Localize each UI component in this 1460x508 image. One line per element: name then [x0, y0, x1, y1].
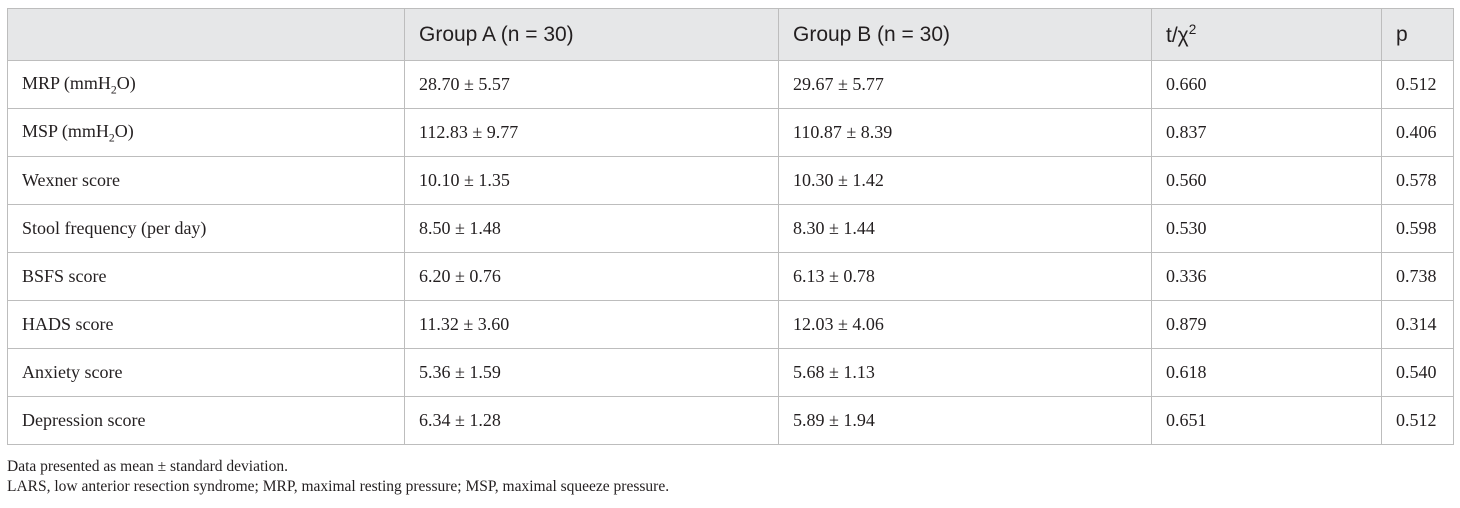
- row-label: MSP (mmH: [22, 120, 109, 141]
- row-label-cell: BSFS score: [7, 252, 405, 301]
- group-a-value-cell: 10.10 ± 1.35: [404, 156, 779, 205]
- table-body: MRP (mmH2O) 28.70 ± 5.57 29.67 ± 5.77 0.660…: [7, 60, 1454, 445]
- test-statistic-cell: 0.618: [1151, 348, 1382, 397]
- table-row: MSP (mmH2O) 112.83 ± 9.77 110.87 ± 8.39 0.8…: [7, 108, 1454, 157]
- test-statistic-cell: 0.837: [1151, 108, 1382, 157]
- header-test-statistic-superscript: 2: [1188, 21, 1197, 37]
- group-b-value-cell: 110.87 ± 8.39: [778, 108, 1152, 157]
- row-label-cell: HADS score: [7, 300, 405, 349]
- table-row: Wexner score 10.10 ± 1.35 10.30 ± 1.42 0.56…: [7, 156, 1454, 205]
- p-value-cell: 0.738: [1381, 252, 1454, 301]
- test-statistic-cell: 0.336: [1151, 252, 1382, 301]
- p-value-cell: 0.598: [1381, 204, 1454, 253]
- row-label: HADS score: [22, 314, 114, 334]
- header-test-statistic: t/χ2: [1151, 8, 1382, 61]
- p-value-cell: 0.512: [1381, 396, 1454, 445]
- row-label-cell: MSP (mmH2O): [7, 108, 405, 157]
- group-a-value-cell: 8.50 ± 1.48: [404, 204, 779, 253]
- row-label-cell: MRP (mmH2O): [7, 60, 405, 109]
- table-footnotes: Data presented as mean ± standard deviat…: [7, 457, 669, 497]
- group-a-value-cell: 6.20 ± 0.76: [404, 252, 779, 301]
- header-test-statistic-text: t/χ: [1166, 23, 1189, 47]
- row-label: Stool frequency (per day): [22, 218, 207, 238]
- header-group-b: Group B (n = 30): [778, 8, 1152, 61]
- table-row: BSFS score 6.20 ± 0.76 6.13 ± 0.78 0.336 0.7…: [7, 252, 1454, 301]
- header-group-b-text: Group B (n = 30): [793, 22, 950, 46]
- group-b-value-cell: 29.67 ± 5.77: [778, 60, 1152, 109]
- header-p-value: p: [1381, 8, 1454, 61]
- group-b-value-cell: 12.03 ± 4.06: [778, 300, 1152, 349]
- p-value-cell: 0.314: [1381, 300, 1454, 349]
- row-label: Anxiety score: [22, 362, 123, 382]
- row-label-cell: Anxiety score: [7, 348, 405, 397]
- p-value-cell: 0.512: [1381, 60, 1454, 109]
- test-statistic-cell: 0.560: [1151, 156, 1382, 205]
- row-label-suffix: O): [114, 120, 134, 141]
- table-row: MRP (mmH2O) 28.70 ± 5.57 29.67 ± 5.77 0.660…: [7, 60, 1454, 109]
- test-statistic-cell: 0.879: [1151, 300, 1382, 349]
- group-a-value-cell: 112.83 ± 9.77: [404, 108, 779, 157]
- group-b-value-cell: 5.89 ± 1.94: [778, 396, 1152, 445]
- row-label-suffix: O): [116, 72, 136, 93]
- group-a-value-cell: 28.70 ± 5.57: [404, 60, 779, 109]
- table-row: HADS score 11.32 ± 3.60 12.03 ± 4.06 0.879 0…: [7, 300, 1454, 349]
- table-row: Anxiety score 5.36 ± 1.59 5.68 ± 1.13 0.618…: [7, 348, 1454, 397]
- header-group-a: Group A (n = 30): [404, 8, 779, 61]
- group-a-value-cell: 11.32 ± 3.60: [404, 300, 779, 349]
- test-statistic-cell: 0.651: [1151, 396, 1382, 445]
- row-label: Wexner score: [22, 170, 120, 190]
- p-value-cell: 0.406: [1381, 108, 1454, 157]
- group-b-value-cell: 6.13 ± 0.78: [778, 252, 1152, 301]
- header-label-column: [7, 8, 405, 61]
- row-label-subscript: 2: [110, 83, 117, 97]
- table-row: Depression score 6.34 ± 1.28 5.89 ± 1.94 0.…: [7, 396, 1454, 445]
- p-value-cell: 0.578: [1381, 156, 1454, 205]
- p-value-cell: 0.540: [1381, 348, 1454, 397]
- test-statistic-cell: 0.530: [1151, 204, 1382, 253]
- row-label-cell: Wexner score: [7, 156, 405, 205]
- row-label-cell: Stool frequency (per day): [7, 204, 405, 253]
- footnote-abbreviations: LARS, low anterior resection syndrome; M…: [7, 478, 670, 495]
- group-b-value-cell: 10.30 ± 1.42: [778, 156, 1152, 205]
- row-label: Depression score: [22, 410, 146, 430]
- results-table-container: Group A (n = 30) Group B (n = 30) t/χ2 p…: [7, 8, 1454, 445]
- results-table: Group A (n = 30) Group B (n = 30) t/χ2 p…: [7, 8, 1454, 445]
- group-b-value-cell: 5.68 ± 1.13: [778, 348, 1152, 397]
- header-group-a-text: Group A (n = 30): [419, 22, 574, 46]
- row-label: BSFS score: [22, 266, 107, 286]
- row-label-subscript: 2: [108, 131, 115, 145]
- group-a-value-cell: 5.36 ± 1.59: [404, 348, 779, 397]
- group-b-value-cell: 8.30 ± 1.44: [778, 204, 1152, 253]
- row-label: MRP (mmH: [22, 72, 111, 93]
- table-header-row: Group A (n = 30) Group B (n = 30) t/χ2 p: [7, 8, 1454, 61]
- row-label-cell: Depression score: [7, 396, 405, 445]
- test-statistic-cell: 0.660: [1151, 60, 1382, 109]
- footnote-data-presentation: Data presented as mean ± standard deviat…: [7, 458, 288, 475]
- header-p-value-text: p: [1396, 22, 1408, 46]
- group-a-value-cell: 6.34 ± 1.28: [404, 396, 779, 445]
- table-row: Stool frequency (per day) 8.50 ± 1.48 8.30…: [7, 204, 1454, 253]
